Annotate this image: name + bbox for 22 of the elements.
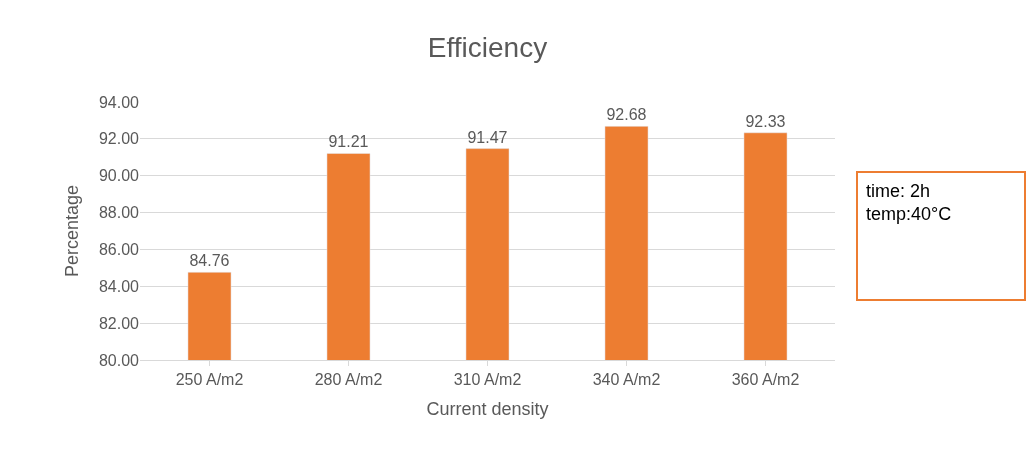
y-tick-label: 94.00 [98,93,140,111]
text: time: 2h temp:40°C [866,181,952,225]
data-label: 91.47 [467,128,508,146]
x-tick-label: 280 A/m2 [314,371,383,389]
data-label: 84.76 [189,252,230,270]
x-tick-label: 250 A/m2 [175,371,244,389]
data-label: 92.68 [606,106,647,124]
y-tick-label: 86.00 [98,241,140,259]
x-tick-label: 310 A/m2 [453,371,522,389]
x-axis-title: Current density [426,399,549,420]
y-tick-label: 84.00 [98,277,140,295]
y-tick-label: 80.00 [98,351,140,369]
y-tick-label: 88.00 [98,204,140,222]
data-label: 92.33 [745,112,786,130]
chart-title: Efficiency [427,32,548,64]
y-tick-label: 82.00 [98,314,140,332]
data-label: 91.21 [328,133,369,151]
x-tick-label: 340 A/m2 [592,371,661,389]
x-tick-label: 360 A/m2 [731,371,800,389]
y-axis-title: Percentage [62,184,83,278]
y-tick-label: 90.00 [98,167,140,185]
y-tick-label: 92.00 [98,130,140,148]
